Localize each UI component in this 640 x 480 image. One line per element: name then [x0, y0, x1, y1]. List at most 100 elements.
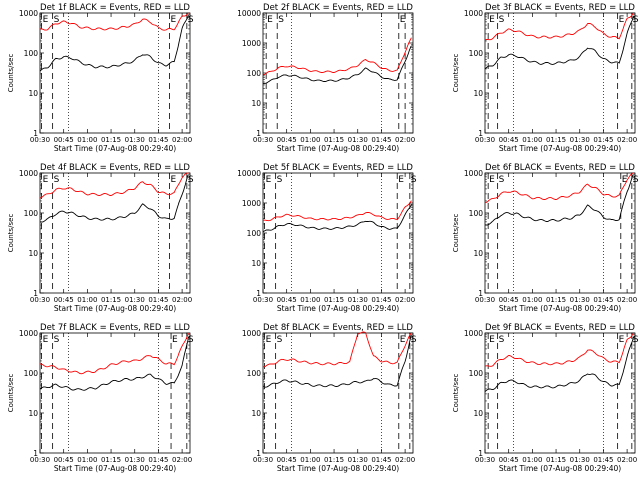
x-tick-label: 01:30	[125, 296, 145, 304]
x-tick-label: 01:15	[101, 456, 121, 464]
y-axis-label: Counts/sec	[452, 214, 460, 253]
events-series-line	[39, 174, 189, 223]
lld-series-line	[484, 172, 634, 204]
x-axis-label: Start Time (07-Aug-08 00:29:40)	[277, 144, 399, 153]
events-series-line	[484, 15, 634, 70]
x-tick-label: 01:00	[77, 456, 97, 464]
x-tick-label: 02:00	[617, 136, 637, 144]
x-tick-label: 00:45	[54, 296, 74, 304]
x-tick-label: 00:30	[253, 456, 273, 464]
x-tick-label: 01:30	[570, 136, 590, 144]
x-tick-label: 01:00	[300, 296, 320, 304]
y-tick-label: 1	[256, 289, 261, 298]
y-axis-label: Counts/sec	[7, 54, 15, 93]
chart-panel: Det 3f BLACK = Events, RED = LLD 1 10 100 10…	[452, 3, 639, 153]
x-tick-label: 01:45	[593, 456, 613, 464]
event-marker-label: E	[170, 15, 176, 25]
event-marker-label: E	[267, 15, 273, 25]
chart-title: Det 8f BLACK = Events, RED = LLD	[263, 323, 413, 333]
x-tick-label: 00:45	[277, 296, 297, 304]
x-tick-label: 01:00	[300, 136, 320, 144]
y-tick-label: 100	[24, 369, 39, 378]
x-tick-label: 01:45	[593, 296, 613, 304]
plot-frame	[484, 172, 636, 294]
y-axis-label: Counts/sec	[7, 374, 15, 413]
x-tick-label: 01:45	[371, 456, 391, 464]
y-tick-label: 1000	[242, 329, 261, 338]
chart-title: Det 4f BLACK = Events, RED = LLD	[40, 163, 190, 173]
x-tick-label: 02:00	[617, 456, 637, 464]
event-marker-label: S	[499, 15, 505, 25]
y-tick-label: 100	[469, 49, 484, 58]
x-tick-label: 02:00	[395, 136, 415, 144]
chart-title: Det 1f BLACK = Events, RED = LLD	[40, 3, 190, 13]
event-marker-label: S	[54, 15, 60, 25]
x-tick-label: 01:45	[593, 136, 613, 144]
x-tick-label: 00:45	[277, 136, 297, 144]
lld-series-line	[39, 172, 189, 199]
event-marker-label: E	[489, 15, 495, 25]
x-tick-label: 01:00	[300, 456, 320, 464]
event-marker-label: E	[619, 15, 625, 25]
event-marker-label: E	[43, 335, 49, 345]
x-tick-label: 01:15	[324, 456, 344, 464]
y-tick-label: 10	[473, 249, 483, 258]
chart-title: Det 6f BLACK = Events, RED = LLD	[485, 163, 635, 173]
lld-series-line	[262, 200, 412, 222]
x-tick-label: 00:45	[54, 456, 74, 464]
x-tick-label: 00:30	[30, 136, 50, 144]
event-marker-label: S	[277, 175, 283, 185]
y-tick-label: 100	[469, 369, 484, 378]
chart-panel: Det 8f BLACK = Events, RED = LLD 1 10 100 10…	[242, 323, 417, 473]
event-marker-label: E	[172, 335, 178, 345]
chart-title: Det 5f BLACK = Events, RED = LLD	[263, 163, 413, 173]
x-tick-label: 01:30	[348, 296, 368, 304]
y-tick-label: 10	[251, 259, 261, 268]
y-tick-label: 10000	[237, 169, 261, 178]
x-tick-label: 00:45	[54, 136, 74, 144]
event-marker-label: E	[619, 335, 625, 345]
y-tick-label: 1000	[19, 9, 38, 18]
lld-series-line	[484, 332, 634, 367]
event-marker-label: S	[54, 175, 60, 185]
event-marker-label: E	[400, 15, 406, 25]
x-tick-label: 01:30	[125, 456, 145, 464]
x-tick-label: 01:30	[348, 136, 368, 144]
events-series-line	[262, 204, 412, 233]
y-tick-label: 1000	[242, 39, 261, 48]
event-marker-label: S	[188, 15, 194, 25]
x-axis-label: Start Time (07-Aug-08 00:29:40)	[277, 464, 399, 473]
event-marker-label: S	[188, 175, 194, 185]
y-tick-label: 10	[251, 409, 261, 418]
chart-panel: Det 9f BLACK = Events, RED = LLD 1 10 100 10…	[452, 323, 639, 473]
y-tick-label: 1000	[242, 199, 261, 208]
event-marker-label: S	[277, 335, 283, 345]
x-tick-label: 01:15	[546, 296, 566, 304]
x-tick-label: 02:00	[172, 136, 192, 144]
y-tick-label: 100	[247, 69, 262, 78]
chart-panel: Det 4f BLACK = Events, RED = LLD 1 10 100 10…	[7, 163, 194, 313]
plot-frame	[262, 332, 414, 454]
x-tick-label: 00:45	[277, 456, 297, 464]
x-tick-label: 02:00	[395, 456, 415, 464]
x-tick-label: 00:30	[475, 456, 495, 464]
chart-panel: Det 7f BLACK = Events, RED = LLD 1 10 100 10…	[7, 323, 194, 473]
lld-series-line	[262, 37, 412, 76]
x-tick-label: 01:00	[522, 456, 542, 464]
x-tick-label: 01:00	[77, 136, 97, 144]
y-tick-label: 10	[473, 409, 483, 418]
event-marker-label: S	[633, 175, 639, 185]
x-tick-label: 01:00	[522, 136, 542, 144]
y-tick-label: 1000	[464, 329, 483, 338]
event-marker-label: E	[43, 15, 49, 25]
event-marker-label: E	[170, 175, 176, 185]
x-tick-label: 01:00	[77, 296, 97, 304]
x-tick-label: 00:45	[499, 296, 519, 304]
lld-series-line	[40, 12, 189, 31]
event-marker-label: E	[398, 175, 404, 185]
event-marker-label: S	[188, 335, 194, 345]
event-marker-label: E	[266, 335, 272, 345]
plot-frame	[262, 12, 414, 134]
plot-frame	[39, 332, 191, 454]
